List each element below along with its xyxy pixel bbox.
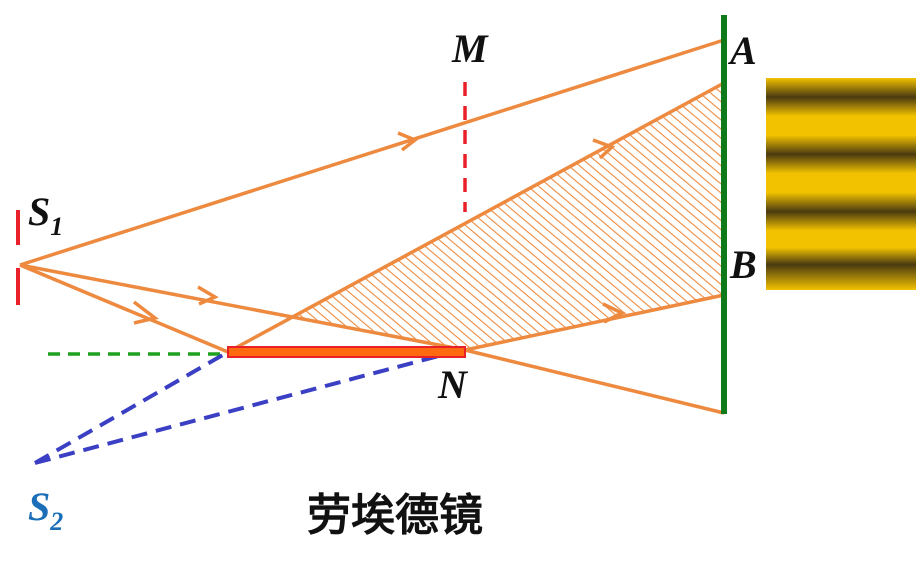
label-n: N (437, 362, 469, 407)
label-s2: S2 (28, 484, 63, 536)
caption: 劳埃德镜 (307, 490, 483, 541)
label-s1: S1 (28, 189, 63, 241)
fringe-pattern (766, 78, 916, 290)
overlap-region (292, 83, 724, 350)
label-b: B (729, 242, 757, 287)
label-m: M (451, 26, 489, 71)
virtual-ray (34, 347, 466, 465)
rays (19, 38, 725, 415)
virtual-ray (34, 350, 229, 465)
label-a: A (727, 28, 757, 73)
mirror (227, 346, 466, 358)
